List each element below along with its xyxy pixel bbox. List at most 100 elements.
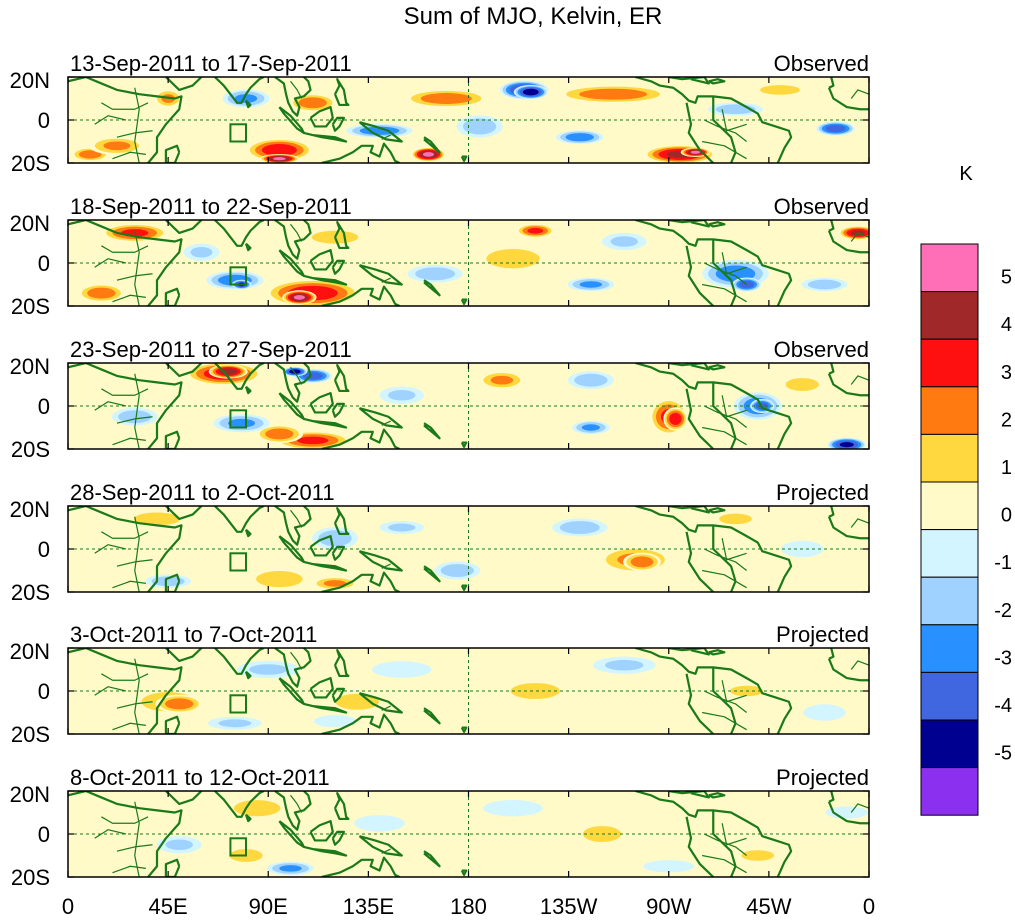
contour-level <box>118 410 152 424</box>
coastline <box>165 363 203 377</box>
country-border <box>112 580 146 589</box>
coastline <box>712 667 737 734</box>
colorbar-level-label: 1 <box>1001 457 1012 479</box>
contour-level <box>462 118 497 135</box>
coastline <box>214 363 265 390</box>
country-border <box>702 283 747 303</box>
country-border <box>702 569 747 589</box>
country-border <box>101 673 149 681</box>
contour-level <box>807 279 842 290</box>
y-tick-label: 20S <box>11 580 50 605</box>
chart-title: Sum of MJO, Kelvin, ER <box>404 3 663 30</box>
anomaly-8 <box>476 245 550 273</box>
coastline <box>423 565 441 583</box>
y-tick-label: 20S <box>11 437 50 462</box>
coastline <box>303 560 348 572</box>
region-box <box>229 837 248 857</box>
anomaly-3 <box>156 836 202 854</box>
anomaly-9 <box>513 84 548 100</box>
region-box <box>229 552 248 572</box>
coastline <box>274 363 312 403</box>
coastline <box>708 649 726 656</box>
coastline <box>460 155 468 162</box>
coastline <box>164 715 181 734</box>
colorbar-swatch <box>920 481 979 531</box>
coastline <box>423 279 441 297</box>
anomaly-4 <box>282 290 317 305</box>
coastline <box>333 364 350 393</box>
coastline <box>685 102 715 163</box>
anomaly-2 <box>88 136 146 155</box>
country-border <box>290 80 303 99</box>
anomaly-10 <box>803 704 846 721</box>
panel-data-type: Observed <box>774 51 869 76</box>
contour-level <box>190 246 213 258</box>
colorbar-swatch <box>920 433 979 483</box>
coastline <box>635 363 793 449</box>
country-border <box>94 401 126 411</box>
coastline <box>460 584 468 591</box>
coastline <box>321 428 401 449</box>
y-tick-label: 0 <box>38 251 50 276</box>
coastline <box>303 417 348 429</box>
map-panel-1: 20N 0 20S 13-Sep-2011 to 17-Sep-2011 Observe… <box>10 51 870 176</box>
contour-level <box>581 424 600 431</box>
contour-level <box>522 88 539 96</box>
anomaly-field <box>68 220 869 306</box>
coastline <box>827 516 869 540</box>
coastline <box>635 791 793 877</box>
contour-level <box>440 564 475 577</box>
country-border <box>134 516 140 592</box>
colorbar-swatch <box>920 338 979 388</box>
contour-level <box>427 836 488 853</box>
country-border <box>101 245 149 253</box>
anomaly-6 <box>730 846 785 865</box>
anomaly-8 <box>372 661 432 678</box>
coastline <box>358 121 403 143</box>
coastline <box>331 687 345 703</box>
coastline <box>309 392 334 414</box>
coastline <box>685 388 715 449</box>
coastline <box>68 77 183 163</box>
panel-date-range: 8-Oct-2011 to 12-Oct-2011 <box>70 765 330 790</box>
anomaly-4 <box>245 138 314 162</box>
coastline <box>423 136 441 154</box>
coastline <box>303 702 348 714</box>
coastline <box>68 363 183 449</box>
coastline <box>303 131 348 143</box>
country-border <box>116 844 153 852</box>
contour-level <box>265 428 294 440</box>
panel-date-range: 13-Sep-2011 to 17-Sep-2011 <box>70 51 352 76</box>
coastline <box>358 407 403 429</box>
coastline <box>165 77 203 92</box>
coastline <box>165 791 203 806</box>
anomaly-field <box>68 363 869 449</box>
coastline <box>685 245 715 306</box>
colorbar-level-label: 4 <box>1001 314 1012 336</box>
anomaly-11 <box>825 806 868 819</box>
anomaly-9 <box>663 407 688 431</box>
country-border <box>290 651 303 670</box>
x-tick-label: 0 <box>62 894 74 919</box>
anomaly-10 <box>478 371 526 390</box>
anomaly-11 <box>567 277 615 292</box>
coastlines <box>68 77 869 163</box>
y-tick-label: 0 <box>38 537 50 562</box>
panel-data-type: Observed <box>774 194 869 219</box>
contour-level <box>388 389 416 401</box>
coastline <box>460 869 468 876</box>
panel-date-range: 28-Sep-2011 to 2-Oct-2011 <box>70 480 335 505</box>
anomaly-11 <box>708 510 763 528</box>
contour-level <box>228 418 256 428</box>
coastline <box>244 670 252 680</box>
contour-level <box>579 281 603 288</box>
colorbar-level-label: -5 <box>994 743 1012 765</box>
contour-level <box>335 693 380 710</box>
coastline <box>828 77 835 89</box>
contour-level <box>78 150 102 159</box>
country-border <box>94 544 126 554</box>
coastline <box>708 507 726 514</box>
coastline <box>827 87 869 111</box>
coastline <box>164 287 181 306</box>
